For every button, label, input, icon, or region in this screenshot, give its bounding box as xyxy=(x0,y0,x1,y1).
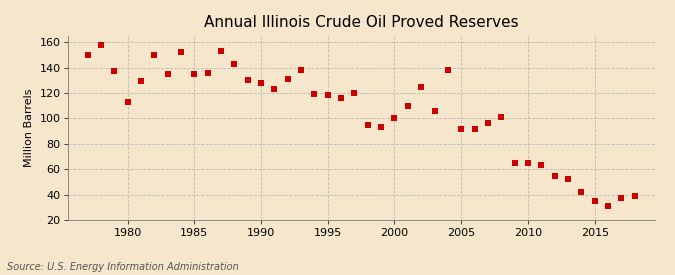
Point xyxy=(483,121,493,126)
Point xyxy=(309,92,320,97)
Point xyxy=(95,42,106,47)
Point xyxy=(562,177,573,182)
Point xyxy=(402,103,413,108)
Title: Annual Illinois Crude Oil Proved Reserves: Annual Illinois Crude Oil Proved Reserve… xyxy=(204,15,518,31)
Point xyxy=(496,115,507,119)
Point xyxy=(202,70,213,75)
Point xyxy=(416,84,427,89)
Point xyxy=(229,62,240,66)
Point xyxy=(149,53,160,57)
Point xyxy=(82,53,93,57)
Point xyxy=(176,50,186,54)
Point xyxy=(189,72,200,76)
Point xyxy=(456,126,466,131)
Point xyxy=(349,91,360,95)
Point xyxy=(242,78,253,82)
Point xyxy=(256,81,267,85)
Point xyxy=(269,87,279,91)
Point xyxy=(215,49,226,53)
Point xyxy=(589,199,600,203)
Point xyxy=(296,68,306,72)
Point xyxy=(162,72,173,76)
Point xyxy=(323,93,333,98)
Point xyxy=(335,96,346,100)
Point xyxy=(603,204,614,208)
Point xyxy=(389,116,400,120)
Point xyxy=(429,109,440,113)
Point xyxy=(629,194,640,198)
Point xyxy=(136,79,146,84)
Point xyxy=(122,100,133,104)
Point xyxy=(469,126,480,131)
Text: Source: U.S. Energy Information Administration: Source: U.S. Energy Information Administ… xyxy=(7,262,238,272)
Point xyxy=(443,68,454,72)
Point xyxy=(509,161,520,165)
Point xyxy=(362,122,373,127)
Point xyxy=(109,69,119,73)
Point xyxy=(549,173,560,178)
Point xyxy=(522,161,533,165)
Point xyxy=(282,77,293,81)
Y-axis label: Million Barrels: Million Barrels xyxy=(24,89,34,167)
Point xyxy=(376,125,387,130)
Point xyxy=(536,163,547,167)
Point xyxy=(616,196,627,200)
Point xyxy=(576,190,587,194)
